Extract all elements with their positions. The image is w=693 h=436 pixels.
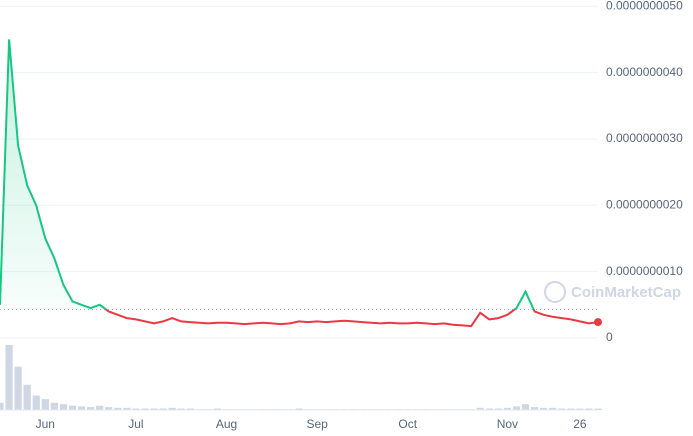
y-tick-label: 0.0000000020 xyxy=(606,197,683,211)
volume-bar xyxy=(41,399,49,410)
volume-bar xyxy=(96,405,104,410)
price-line-up xyxy=(0,39,535,310)
x-tick-label: Oct xyxy=(398,417,417,431)
volume-bar xyxy=(132,408,140,410)
volume-bar xyxy=(150,408,158,410)
volume-bar xyxy=(485,408,493,410)
volume-bar xyxy=(5,345,13,410)
x-tick-label: Nov xyxy=(497,417,518,431)
y-tick-label: 0 xyxy=(606,330,613,344)
volume-bar xyxy=(521,404,530,410)
y-tick-label: 0.0000000030 xyxy=(606,131,683,145)
volume-bar xyxy=(512,406,521,410)
x-tick-label: Jul xyxy=(128,417,143,431)
volume-bar xyxy=(295,408,303,410)
grid: 0 0.0000000010 0.0000000020 0.0000000030 0.0… xyxy=(0,0,683,344)
volume-bar xyxy=(159,408,167,410)
volume-bar xyxy=(23,384,31,410)
volume-bar xyxy=(494,408,502,410)
last-point xyxy=(594,318,602,327)
price-area xyxy=(0,39,598,310)
volume-bar xyxy=(576,408,584,410)
x-tick-label: Sep xyxy=(306,417,328,431)
volume-bar xyxy=(50,402,58,410)
volume-bar xyxy=(213,408,222,410)
price-line-down xyxy=(104,309,599,328)
volume-bar xyxy=(585,408,593,410)
volume-bar xyxy=(141,408,149,410)
y-tick-label: 0.0000000040 xyxy=(606,65,683,79)
volume-bar xyxy=(32,395,40,410)
watermark-logo xyxy=(544,281,566,303)
x-tick-label: Aug xyxy=(216,417,237,431)
volume-bar xyxy=(594,408,602,410)
x-tick-label: 26 xyxy=(573,417,587,431)
y-tick-label: 0.0000000010 xyxy=(606,264,683,278)
volume-bar xyxy=(77,406,86,410)
volume-bar xyxy=(168,407,176,410)
volume-bar xyxy=(59,404,68,410)
volume-bar xyxy=(186,408,194,410)
volume-bar xyxy=(123,407,131,410)
y-tick-label: 0.0000000050 xyxy=(606,0,683,12)
watermark: CoinMarketCap xyxy=(544,281,681,303)
volume-bar xyxy=(114,407,122,410)
volume-bar xyxy=(476,407,484,410)
volume-bar xyxy=(558,408,566,410)
volume-bar xyxy=(68,405,77,410)
watermark-text: CoinMarketCap xyxy=(571,284,681,301)
volume-bar xyxy=(0,402,4,410)
volume-bar xyxy=(503,407,512,410)
volume-bar xyxy=(540,407,548,410)
volume-bar xyxy=(530,407,539,410)
volume-bar xyxy=(86,407,95,410)
volume-bar xyxy=(567,408,575,410)
volume-bar xyxy=(177,408,185,410)
volume-bar xyxy=(14,366,22,410)
x-tick-label: Jun xyxy=(36,417,55,431)
volume-bar xyxy=(105,407,113,410)
volume-bar xyxy=(549,407,557,410)
